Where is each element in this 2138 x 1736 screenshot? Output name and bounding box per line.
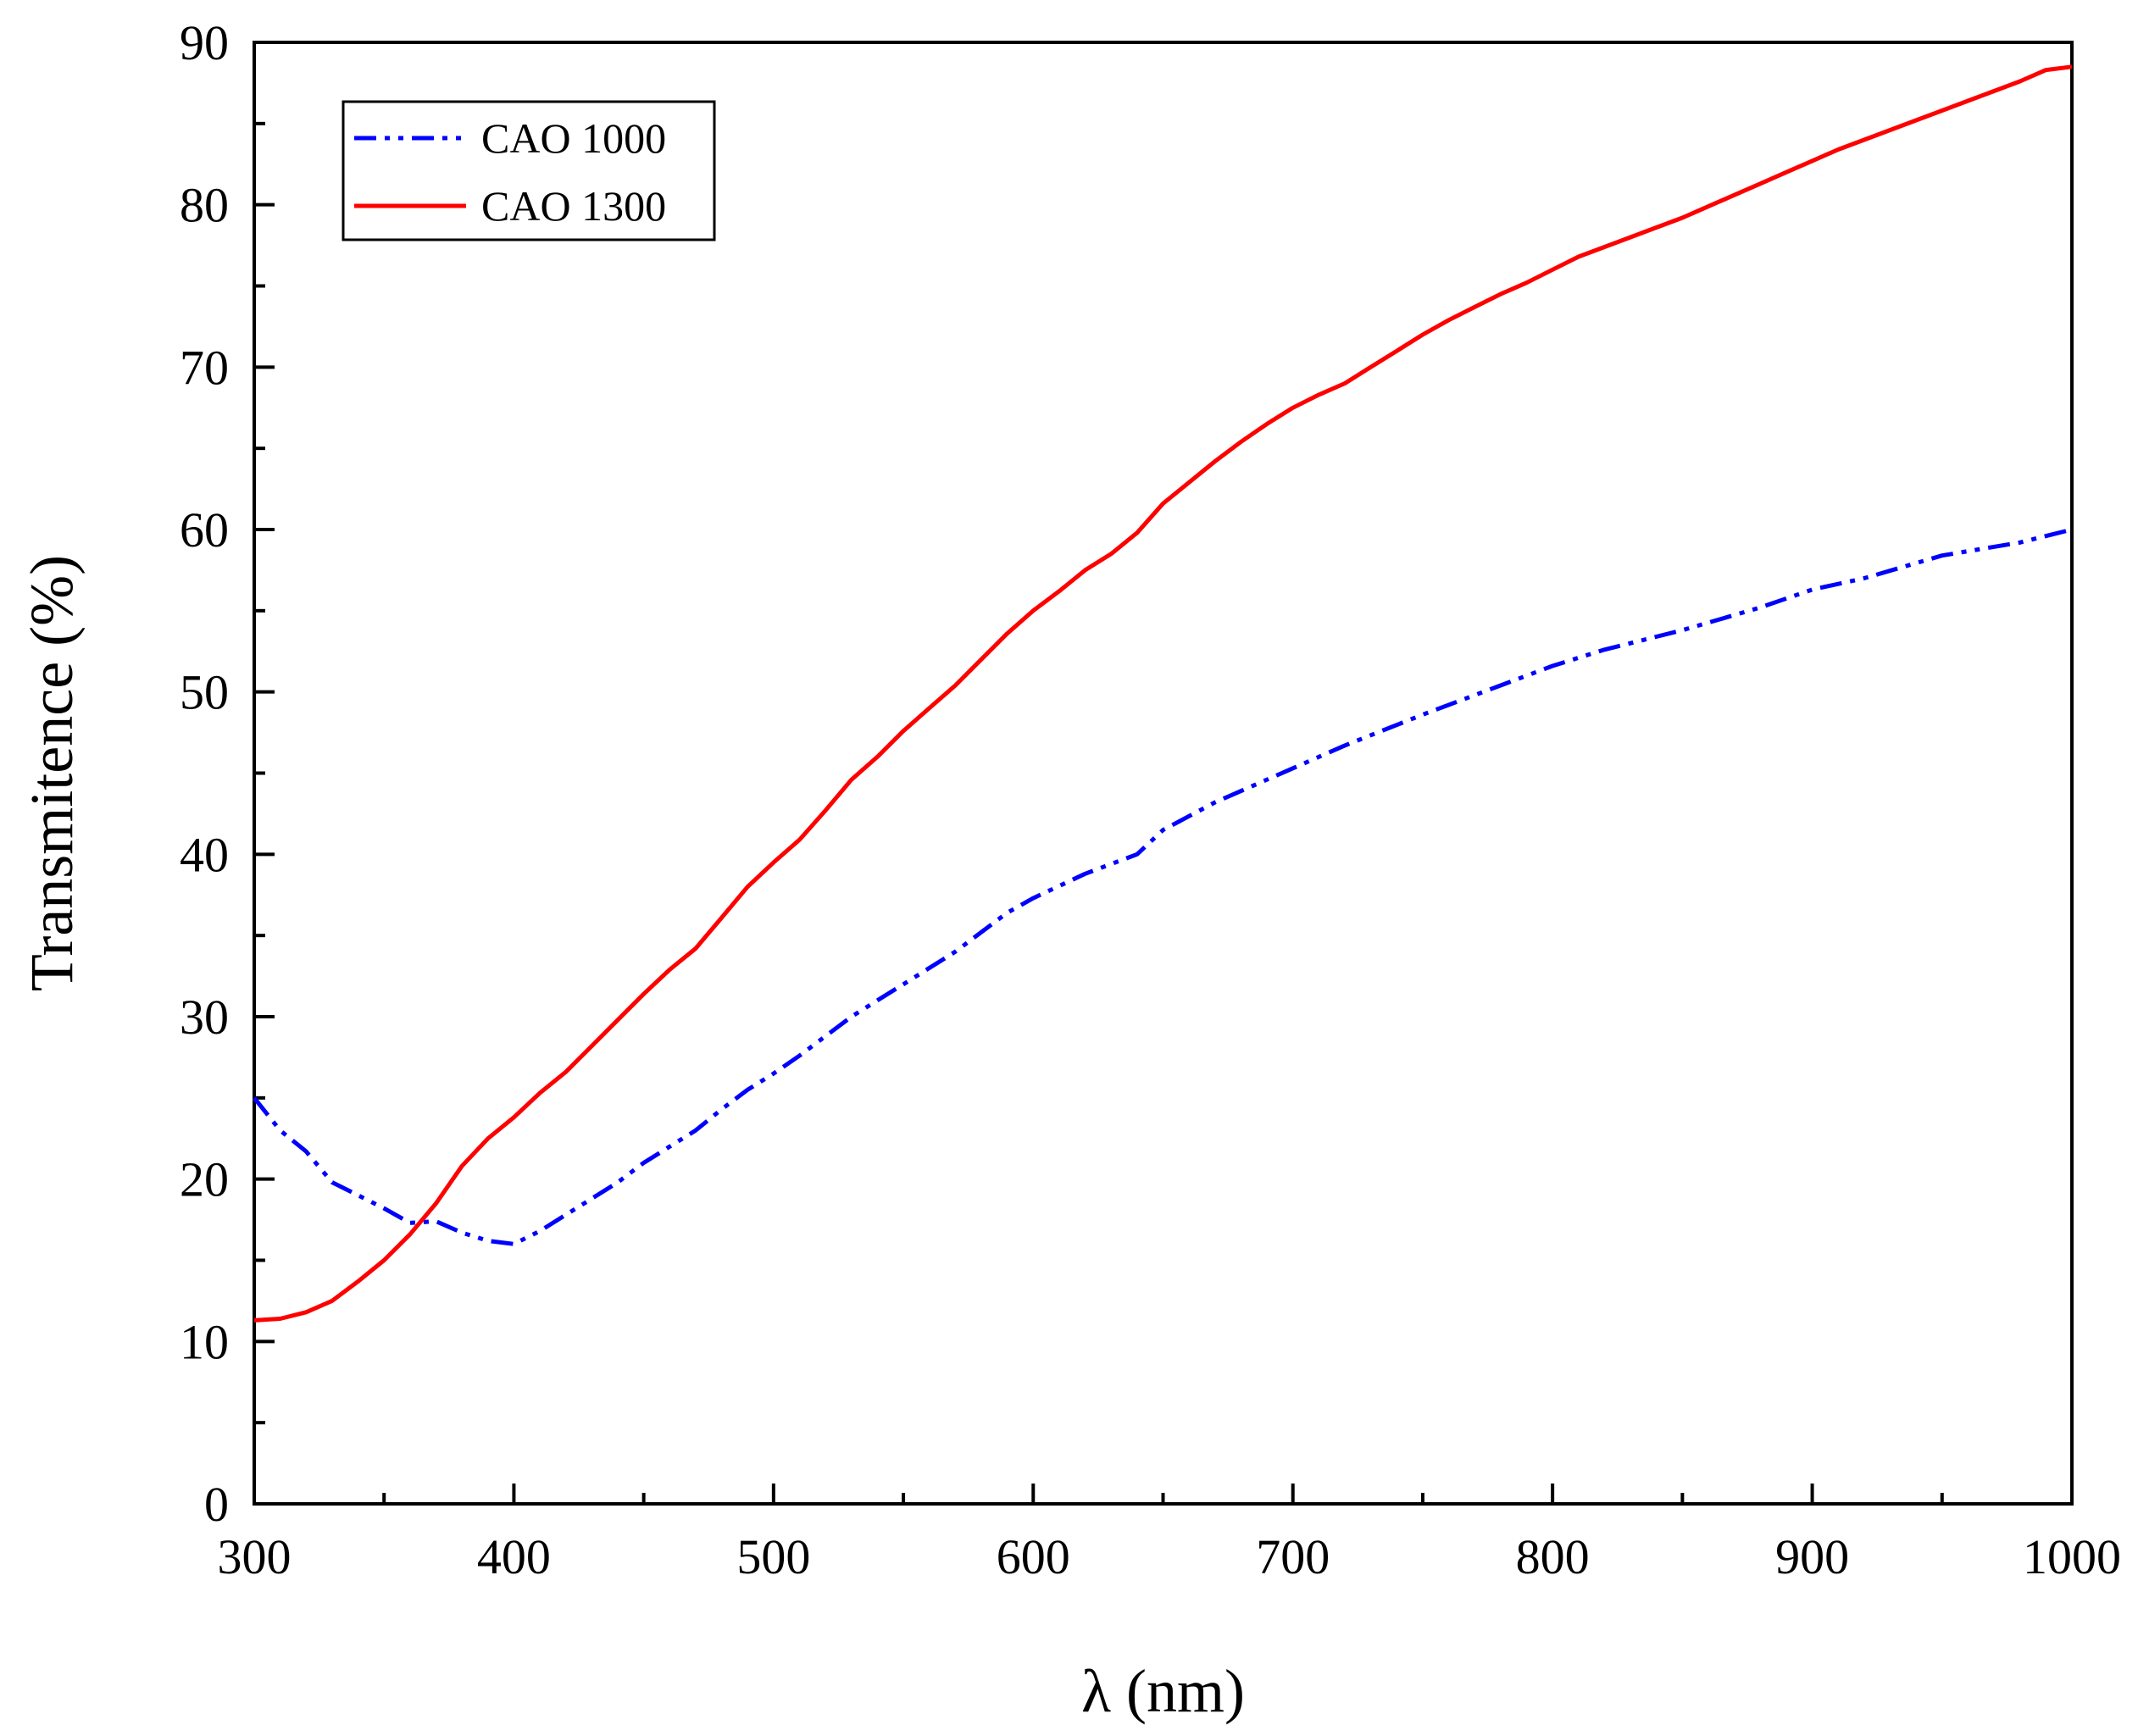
series-layer — [253, 64, 2073, 1323]
y-axis-title: Transmitence (%) — [18, 555, 86, 991]
legend-box — [342, 100, 716, 241]
y-tick-label: 50 — [180, 665, 229, 720]
series-line-cao-1000 — [253, 527, 2073, 1246]
x-axis: 300 400 500 600 700 800 900 1000 — [218, 1484, 2121, 1584]
y-tick-label: 60 — [180, 502, 229, 557]
legend-label: CAO 1000 — [481, 114, 666, 162]
legend-label: CAO 1300 — [481, 182, 666, 230]
y-tick-label: 70 — [180, 340, 229, 395]
x-tick-label: 300 — [218, 1529, 292, 1584]
y-tick-label: 30 — [180, 990, 229, 1045]
y-tick-label: 40 — [180, 827, 229, 882]
x-tick-label: 500 — [736, 1529, 810, 1584]
x-axis-title: λ (nm) — [1081, 1657, 1245, 1725]
x-tick-label: 400 — [477, 1529, 551, 1584]
x-tick-label: 1000 — [2023, 1529, 2121, 1584]
x-tick-label: 800 — [1516, 1529, 1590, 1584]
x-tick-label: 900 — [1775, 1529, 1849, 1584]
y-tick-label: 10 — [180, 1314, 229, 1369]
y-tick-label: 20 — [180, 1152, 229, 1207]
series-line-cao-1300 — [253, 64, 2073, 1323]
y-tick-label: 80 — [180, 178, 229, 233]
x-tick-label: 700 — [1256, 1529, 1330, 1584]
y-tick-label: 90 — [180, 15, 229, 70]
plot-frame — [253, 41, 2074, 1506]
x-tick-label: 600 — [997, 1529, 1070, 1584]
legend: CAO 1000 CAO 1300 — [342, 100, 716, 241]
y-axis: 0 10 20 30 40 50 60 70 80 90 — [180, 15, 275, 1532]
y-tick-label: 0 — [204, 1477, 229, 1532]
plot-border — [253, 41, 2074, 1506]
